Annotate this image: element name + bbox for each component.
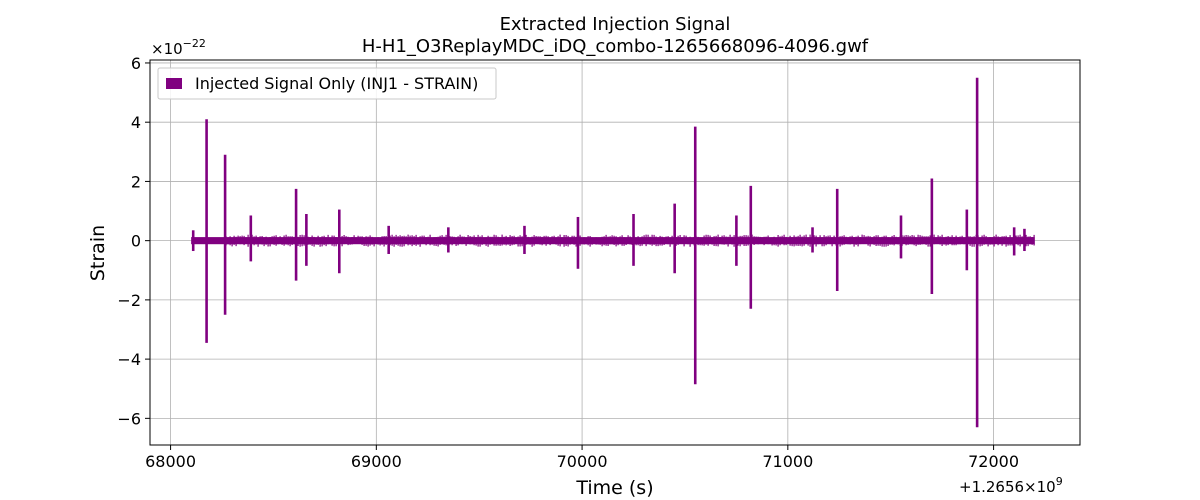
y-tick-label: 4 bbox=[131, 113, 141, 132]
x-offset: +1.2656×109 bbox=[959, 475, 1063, 496]
plot-area bbox=[191, 77, 1035, 428]
x-tick-label: 71000 bbox=[762, 452, 813, 471]
axes-frame bbox=[149, 59, 1081, 446]
x-tick-label: 69000 bbox=[351, 452, 402, 471]
signal-baseline bbox=[191, 237, 1035, 245]
legend: Injected Signal Only (INJ1 - STRAIN) bbox=[157, 67, 497, 100]
legend-swatch bbox=[166, 78, 182, 89]
y-multiplier-base: ×10 bbox=[151, 40, 183, 58]
x-tick-label: 68000 bbox=[145, 452, 196, 471]
y-multiplier: ×10−22 bbox=[151, 37, 206, 58]
x-offset-exp: 9 bbox=[1056, 475, 1063, 488]
y-tick-label: −4 bbox=[117, 350, 141, 369]
chart-title: Extracted Injection Signal bbox=[500, 14, 731, 35]
x-tick-label: 72000 bbox=[968, 452, 1019, 471]
grid bbox=[150, 60, 1080, 445]
y-tick-label: 2 bbox=[131, 172, 141, 191]
x-tick-label: 70000 bbox=[557, 452, 608, 471]
y-tick-label: 6 bbox=[131, 54, 141, 73]
legend-box bbox=[157, 67, 497, 100]
x-axis-label: Time (s) bbox=[575, 477, 653, 499]
chart-subtitle: H-H1_O3ReplayMDC_iDQ_combo-1265668096-40… bbox=[362, 36, 869, 57]
x-offset-base: +1.2656×10 bbox=[959, 478, 1056, 496]
x-axis: 68000 69000 70000 71000 72000 bbox=[145, 445, 1019, 471]
y-axis: −6 −4 −2 0 2 4 6 bbox=[117, 54, 150, 428]
y-axis-label: Strain bbox=[87, 225, 109, 281]
y-tick-label: −6 bbox=[117, 409, 141, 428]
y-tick-label: 0 bbox=[131, 232, 141, 251]
y-multiplier-exp: −22 bbox=[183, 37, 206, 50]
legend-label: Injected Signal Only (INJ1 - STRAIN) bbox=[195, 74, 478, 93]
y-tick-label: −2 bbox=[117, 291, 141, 310]
